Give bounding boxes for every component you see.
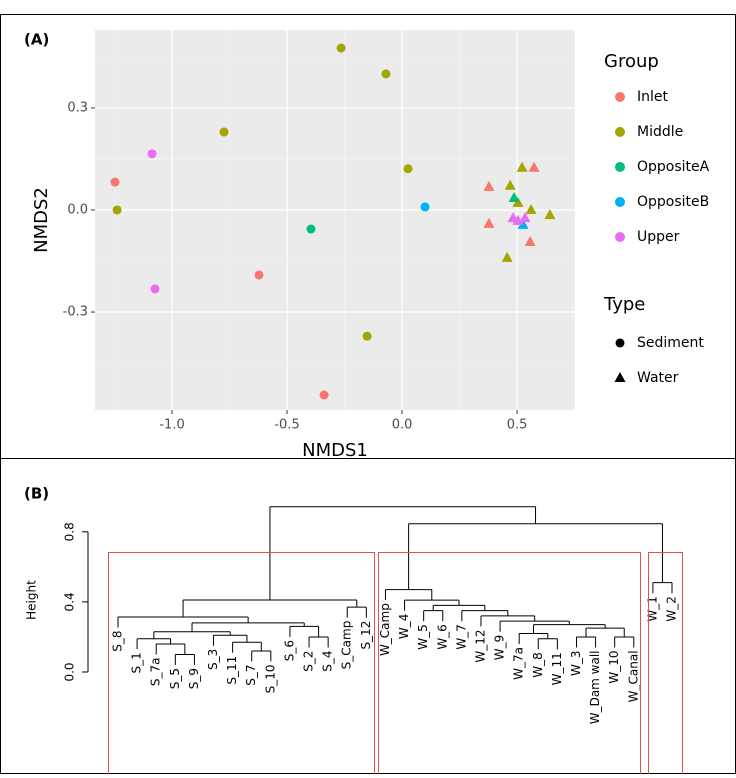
x-tick-label: 0.5: [507, 418, 528, 433]
leaf-label: W_8: [531, 652, 545, 678]
point: [544, 209, 556, 220]
point: [403, 164, 413, 174]
leaf-label: W_4: [397, 614, 411, 640]
point: [508, 192, 520, 203]
y-tick-label: -0.3: [63, 305, 88, 320]
point: [319, 390, 329, 400]
leaf-label: S_9: [187, 668, 201, 689]
point: [504, 179, 516, 190]
point: [362, 331, 372, 341]
leaf-label: W_3: [569, 650, 583, 676]
leaf-label: W_11: [550, 652, 564, 685]
legend-swatch: [615, 127, 625, 137]
point: [519, 212, 531, 223]
y-tick-label: 0.8: [63, 522, 77, 541]
leaf-label: W_2: [665, 596, 679, 622]
leaf-label: S_11: [225, 656, 239, 685]
leaf-label: S_3: [206, 649, 220, 670]
x-tick-label: -1.0: [159, 418, 184, 433]
legend-label: Inlet: [637, 89, 669, 105]
panel-a: (A) -1.0 -0.5 0.0 0.5 -0.3 0.0 0.3 NMDS1 NMDS2 Inl…: [24, 30, 710, 461]
x-axis-title: NMDS1: [302, 440, 368, 461]
plot-background: [95, 30, 575, 410]
point: [528, 161, 540, 172]
point: [306, 224, 316, 234]
leaf-label: W_6: [435, 624, 449, 650]
point: [219, 127, 229, 137]
legend-label: Water: [637, 370, 679, 386]
point: [501, 251, 513, 262]
point: [483, 217, 495, 228]
legend-swatch: [615, 162, 625, 172]
point: [516, 161, 528, 172]
leaf-label: S_7a: [149, 657, 163, 686]
y-tick-label: 0.4: [63, 592, 77, 611]
y-axis-title: NMDS2: [31, 187, 52, 253]
legend-label: OppositeB: [637, 194, 709, 210]
legend-label: Sediment: [637, 335, 704, 351]
point: [525, 203, 537, 214]
leaf-label: S_1: [130, 652, 144, 673]
y-axis-title: Height: [25, 580, 39, 620]
legend-swatch: [614, 372, 626, 382]
leaf-label: W_Camp: [378, 603, 392, 656]
leaf-label: W_1: [645, 596, 659, 622]
point: [512, 214, 524, 225]
legend-swatch: [615, 232, 625, 242]
leaf-label: S_5: [168, 668, 182, 689]
cluster-box: [378, 552, 641, 778]
legend-label: Upper: [637, 229, 680, 245]
legend-swatch: [615, 92, 625, 102]
leaf-label: S_12: [359, 621, 373, 650]
leaf-label: W_9: [493, 635, 507, 661]
x-tick-label: 0.0: [392, 418, 413, 433]
leaf-label: S_7: [244, 664, 258, 685]
y-tick-label: 0.3: [67, 100, 88, 115]
cluster-box: [648, 552, 683, 778]
y-tick-label: 0.0: [63, 662, 77, 681]
point: [524, 235, 536, 246]
point: [517, 218, 529, 229]
point: [110, 177, 120, 187]
leaf-label: W_7: [454, 624, 468, 650]
y-tick-label: 0.0: [67, 202, 88, 217]
leaf-label: S_Camp: [340, 621, 354, 670]
legend-label: OppositeA: [637, 159, 710, 175]
leaf-label: W_7a: [512, 647, 526, 680]
panel-b: (B) 0.0 0.4 0.8 Height S_5 S_9 S_7a S_1 S_7 S_10 S_…: [24, 485, 679, 725]
point: [150, 284, 160, 294]
cluster-box: [108, 552, 375, 778]
leaf-label: S_6: [282, 640, 296, 661]
legend-swatch: [615, 338, 625, 348]
x-tick-label: -0.5: [274, 418, 299, 433]
point: [147, 149, 157, 159]
point: [336, 43, 346, 53]
point: [381, 69, 391, 79]
point: [254, 270, 264, 280]
legend-title: Type: [603, 294, 645, 315]
panel-label: (A): [24, 31, 49, 49]
legend-title: Group: [604, 51, 659, 72]
leaf-label: W_10: [607, 650, 621, 683]
leaf-label: S_4: [321, 650, 335, 671]
leaf-label: S_8: [111, 630, 125, 651]
leaf-label: W_12: [473, 629, 487, 662]
point: [420, 202, 430, 212]
point: [483, 180, 495, 191]
leaf-label: W_Canal: [626, 650, 640, 702]
leaf-label: W_5: [416, 624, 430, 650]
leaf-label: S_2: [302, 650, 316, 671]
panel-label: (B): [24, 485, 49, 503]
leaf-label: W_Dam wall: [588, 650, 602, 724]
legend-label: Middle: [637, 124, 683, 140]
legend-swatch: [615, 197, 625, 207]
point: [112, 205, 122, 215]
leaf-label: S_10: [263, 664, 277, 693]
